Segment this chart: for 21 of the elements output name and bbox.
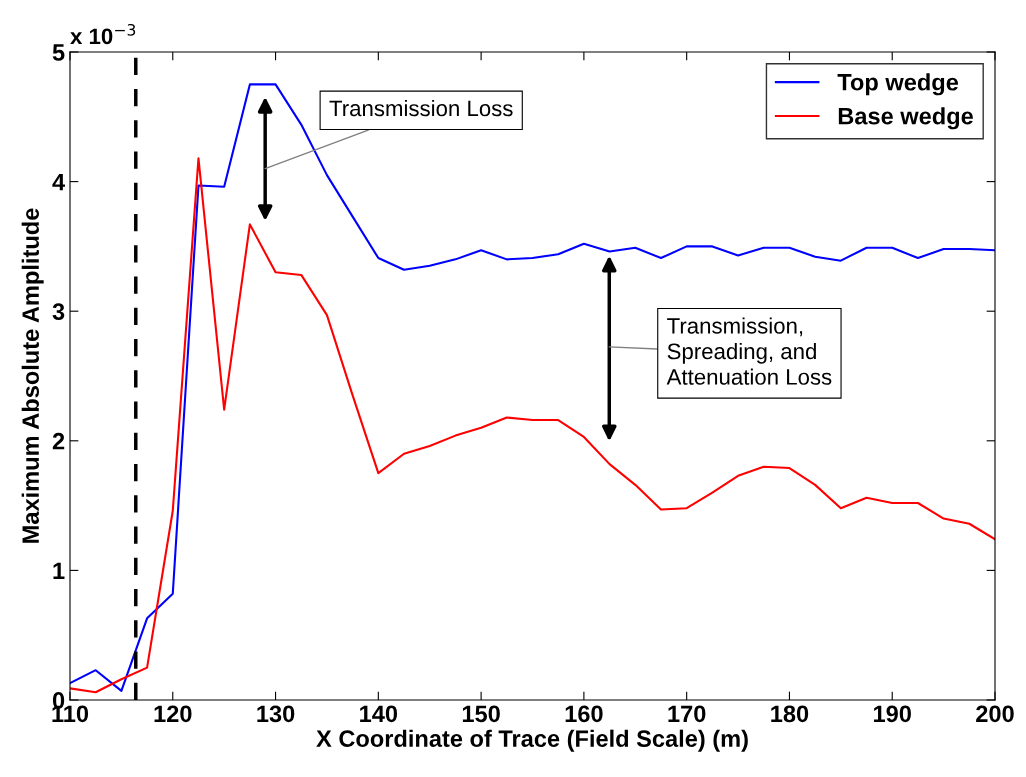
y-axis-title: Maximum Absolute Amplitude [21,208,44,543]
annotation: Transmission, Spreading, and Attenuation Loss [666,317,832,385]
y-tick-label: 5 [52,44,65,61]
x-axis-title: X Coordinate of Trace (Field Scale) (m) [316,729,748,752]
x-tick-label: 130 [257,705,295,723]
x-tick-label: 120 [154,705,192,723]
annotation: Transmission Loss [329,99,513,117]
y-tick-label: 1 [53,562,65,579]
legend-label: Top wedge [837,73,959,96]
x-tick-label: 200 [976,705,1014,723]
y-tick-label: 4 [52,173,66,191]
x-tick-label: 150 [462,705,500,723]
x-tick-label: 140 [360,705,398,723]
legend-label: Base wedge [838,107,973,130]
x-tick-label: 190 [874,705,911,723]
text: x 10$^{−3}$ [70,23,136,45]
x-tick-label: 170 [668,705,706,723]
x-tick-label: 160 [565,705,603,723]
y-tick-label: 2 [52,432,65,450]
x-tick-label: 180 [771,705,809,723]
y-tick-label: 3 [52,303,65,321]
